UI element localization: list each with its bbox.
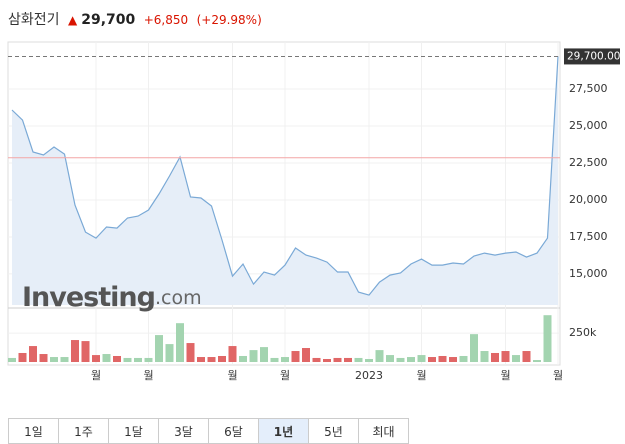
volume-bar (533, 360, 541, 362)
x-tick-label: 2023 (355, 369, 383, 382)
volume-bar (81, 341, 90, 362)
y-tick-label: 17,500 (569, 230, 608, 243)
y-tick-label: 15,000 (569, 267, 608, 280)
volume-bar (459, 355, 468, 362)
volume-bar (302, 348, 310, 362)
volume-bar (333, 357, 342, 362)
up-arrow: ▲ (67, 13, 78, 27)
volume-bar (165, 344, 174, 362)
volume-bar (50, 357, 58, 362)
volume-bar (543, 315, 552, 362)
price-area (12, 56, 558, 306)
range-button[interactable]: 최대 (358, 418, 409, 444)
x-tick-label: 월 (143, 369, 153, 382)
volume-bar (417, 355, 426, 362)
volume-bar (407, 357, 415, 362)
y-tick-label: 25,000 (569, 119, 608, 132)
volume-bar (491, 352, 499, 362)
volume-bar (186, 343, 195, 362)
volume-bar (29, 346, 37, 362)
change-pct: (+29.98%) (196, 13, 262, 27)
y-tick-label: 27,500 (569, 82, 608, 95)
header: 삼화전기 ▲ 29,700 +6,850 (+29.98%) (8, 9, 266, 29)
volume-bar (501, 351, 510, 362)
price-line (11, 56, 559, 296)
y-tick-label: 22,500 (569, 156, 608, 169)
chart: 15,000 17,500 20,000 22,500 25,000 27,500 250k… (7, 41, 620, 382)
volume-bar (312, 357, 321, 362)
volume-bar (39, 354, 48, 362)
volume-bar (155, 335, 163, 362)
volume-tick-label: 250k (569, 326, 597, 339)
volume-bar (239, 355, 247, 362)
volume-bar (449, 357, 457, 362)
volume-bar (113, 355, 121, 362)
volume-bar (365, 358, 373, 362)
volume-bar (197, 357, 205, 362)
volume-bar (386, 355, 394, 362)
volume-bar (522, 351, 531, 362)
volume-bar (71, 340, 79, 362)
volume-bar (470, 334, 478, 362)
volume-bar (512, 355, 520, 362)
x-tick-label: 월 (280, 369, 290, 382)
volume-bar (291, 351, 300, 362)
watermark: Investing.com (22, 282, 202, 313)
last-price-box (564, 48, 620, 65)
volume-bar (60, 357, 69, 362)
price: 29,700 (81, 12, 136, 28)
range-button[interactable]: 6달 (208, 418, 259, 444)
volume-bar (260, 347, 268, 362)
volume-bar (396, 357, 405, 362)
plot-frame (7, 41, 561, 366)
volume-bar (228, 346, 237, 362)
x-tick-label: 월 (553, 369, 563, 382)
range-buttons: 1일 1주 1달 3달 6달 1년 5년 최대 (8, 418, 409, 444)
volume-bar (249, 350, 258, 362)
range-button[interactable]: 3달 (158, 418, 209, 444)
x-tick-label: 월 (91, 369, 101, 382)
volume-bar (344, 357, 352, 362)
volume-bar (8, 357, 16, 362)
volume-bar (354, 357, 363, 362)
volume-bar (218, 355, 226, 362)
range-button[interactable]: 1년 (258, 418, 309, 444)
volume-bar (176, 323, 184, 362)
y-tick-label: 20,000 (569, 193, 608, 206)
stock-name: 삼화전기 (8, 12, 60, 28)
x-tick-label: 월 (416, 369, 426, 382)
volume-bar (270, 357, 279, 362)
range-button[interactable]: 1주 (58, 418, 109, 444)
volume-bar (18, 352, 27, 362)
volume-bar (438, 355, 447, 362)
watermark-domain: .com (155, 287, 202, 309)
range-button[interactable]: 1달 (108, 418, 159, 444)
volume-bar (207, 357, 216, 362)
volume-bar (144, 357, 153, 362)
last-price-label: 29,700.00 (567, 50, 620, 62)
volume-bar (102, 354, 111, 362)
x-tick-label: 월 (500, 369, 510, 382)
watermark-brand: Investing (22, 282, 155, 313)
range-button[interactable]: 5년 (308, 418, 359, 444)
volume-bar (134, 357, 142, 362)
volume-bar (428, 357, 436, 362)
range-button[interactable]: 1일 (8, 418, 59, 444)
volume-bar (123, 357, 132, 362)
change: +6,850 (143, 13, 189, 27)
volume-bar (375, 350, 384, 362)
x-tick-label: 월 (227, 369, 237, 382)
volume-bar (323, 358, 331, 362)
volume-bar (480, 351, 489, 362)
volume-bar (92, 355, 100, 362)
volume-bar (281, 357, 289, 362)
